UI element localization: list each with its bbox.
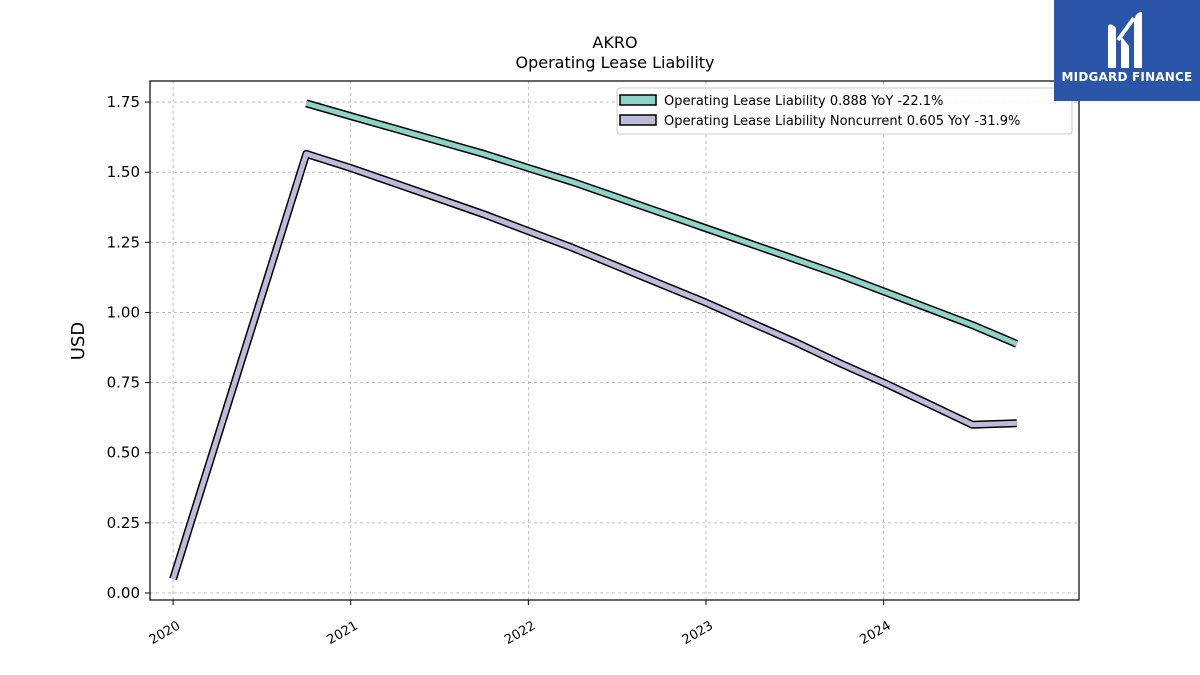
y-tick-label: 1.50 <box>107 163 140 181</box>
grid <box>150 81 1079 600</box>
y-axis-label: USD <box>68 322 89 360</box>
axis-ticks: 0.00 0.25 0.50 0.75 1.00 1.25 1.50 1.75 2020 2021… <box>107 93 894 648</box>
y-tick-label: 1.75 <box>107 93 140 111</box>
x-tick-label: 2021 <box>325 618 361 648</box>
chart-title: AKRO <box>592 33 637 52</box>
legend-swatch <box>619 114 657 126</box>
series-line-2 <box>170 151 1017 580</box>
y-tick-label: 0.75 <box>107 374 140 392</box>
series-line-outline <box>305 99 1019 348</box>
series-line-outline <box>169 149 1017 581</box>
plot-frame <box>149 80 1080 601</box>
y-tick-label: 1.25 <box>107 233 140 251</box>
y-tick-label: 0.50 <box>107 444 140 462</box>
legend-entry: Operating Lease Liability Noncurrent 0.6… <box>664 114 1020 129</box>
x-tick-label: 2020 <box>147 618 183 648</box>
series-group <box>169 99 1019 581</box>
brand-name: MIDGARD FINANCE <box>1061 70 1193 84</box>
y-tick-label: 0.25 <box>107 514 140 532</box>
legend-entry: Operating Lease Liability 0.888 YoY -22.… <box>664 94 943 109</box>
x-tick-label: 2024 <box>857 618 893 648</box>
y-tick-label: 0.00 <box>107 584 140 602</box>
y-tick-label: 1.00 <box>107 303 140 321</box>
legend-swatch <box>619 94 657 106</box>
legend: Operating Lease Liability 0.888 YoY -22.… <box>616 87 1073 135</box>
series-line-1 <box>305 100 1018 347</box>
legend-box <box>616 87 1073 135</box>
midgard-m-logo-icon <box>1108 12 1142 68</box>
chart-subtitle: Operating Lease Liability <box>515 53 714 72</box>
x-tick-label: 2022 <box>502 618 538 648</box>
brand-logo: MIDGARD FINANCE <box>1054 0 1200 101</box>
x-tick-label: 2023 <box>680 618 716 648</box>
